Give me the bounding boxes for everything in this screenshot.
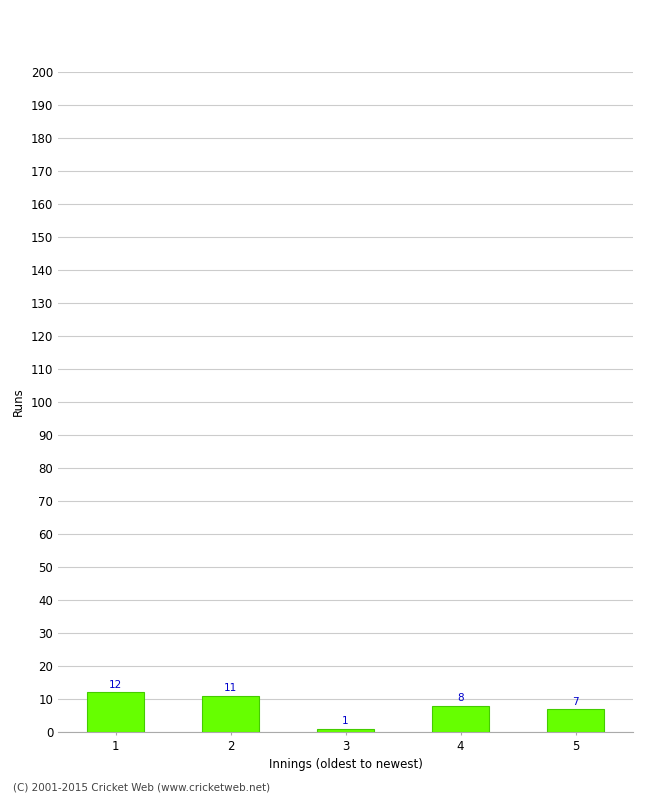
Bar <box>547 709 604 732</box>
Bar <box>432 706 489 732</box>
Text: (C) 2001-2015 Cricket Web (www.cricketweb.net): (C) 2001-2015 Cricket Web (www.cricketwe… <box>13 782 270 792</box>
Text: 1: 1 <box>342 716 349 726</box>
Text: 12: 12 <box>109 680 122 690</box>
Text: 7: 7 <box>572 697 578 706</box>
Y-axis label: Runs: Runs <box>12 388 25 416</box>
X-axis label: Innings (oldest to newest): Innings (oldest to newest) <box>268 758 422 771</box>
Bar <box>202 696 259 732</box>
Bar <box>86 692 144 732</box>
Bar <box>317 729 374 732</box>
Text: 8: 8 <box>457 694 464 703</box>
Text: 11: 11 <box>224 683 237 694</box>
